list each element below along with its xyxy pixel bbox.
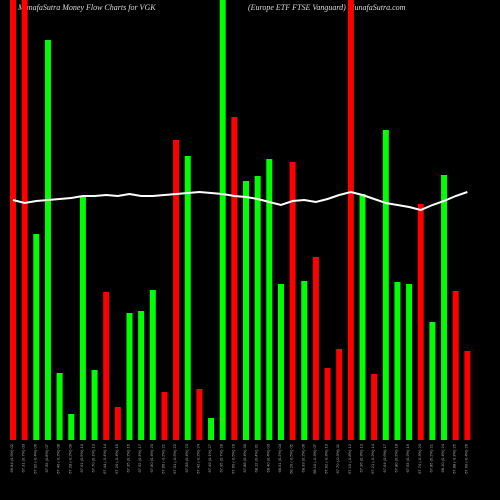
x-tick-label: 67.31 (-0.5%) 22	[172, 443, 177, 474]
bar	[68, 414, 75, 440]
x-tick-label: 67.02 (-0.4%) 06	[32, 443, 37, 474]
x-tick-label: 68.40 (0.4%) 03	[265, 443, 270, 472]
bar	[266, 159, 273, 440]
x-tick-label: 67.60 (-0.5%) 29	[230, 443, 235, 474]
bar	[441, 175, 448, 440]
x-tick-label: 67.44 (-0.4%) 14	[102, 443, 107, 474]
x-tick-label: 67.70 (-0.3%) 11	[335, 443, 340, 473]
bar	[114, 407, 121, 440]
x-tick-label: 67.28 (-0.2%) 09	[67, 443, 72, 474]
x-tick-label: 67.80 (0.2%) 18	[393, 443, 398, 472]
x-tick-label: 67.88 (0.4%) 30	[242, 443, 247, 472]
bar	[196, 389, 203, 440]
x-tick-label: 68.51 (0.2%) 04	[277, 443, 282, 472]
x-tick-label: 67.58 (0.4%) 23	[184, 443, 189, 472]
bar	[10, 0, 16, 440]
x-tick-label: 67.85 (0.2%) 21	[428, 443, 433, 472]
x-tick-label: 67.61 (0.5%) 10	[79, 443, 84, 472]
bar	[149, 290, 156, 440]
bar	[231, 117, 238, 440]
bar	[406, 284, 413, 440]
bar	[126, 313, 133, 440]
bar	[33, 234, 40, 440]
x-tick-label: 67.92 (-0.3%) 10	[324, 443, 329, 474]
x-tick-label: 67.60 (-0.4%) 26	[463, 443, 468, 474]
x-tick-label: 67.40 (-0.2%) 08	[56, 443, 61, 474]
x-tick-label: 67.80 (0.4%) 20	[149, 443, 154, 472]
bar	[254, 176, 261, 440]
bar	[429, 322, 436, 440]
x-tick-label: 67.21 (-0.2%) 14	[370, 443, 375, 474]
x-tick-label: 67.36 (0.3%) 13	[359, 443, 364, 472]
x-tick-label: 67.64 (0.6%) 17	[382, 443, 387, 472]
x-tick-label: 67.93 (0.2%) 19	[405, 443, 410, 472]
bar	[312, 257, 319, 440]
x-tick-label: 67.88 (-0.3%) 25	[452, 443, 457, 474]
x-tick-label: 67.20 (-0.4%) 15	[114, 443, 119, 474]
x-tick-label: 68.33 (0.2%) 06	[300, 443, 305, 472]
x-tick-label: 67.15 (-0.8%) 12	[347, 443, 352, 474]
bar	[289, 162, 296, 440]
x-tick-label: 67.52 (0.3%) 17	[137, 443, 142, 472]
price-line	[12, 190, 468, 212]
bar	[359, 194, 366, 440]
bar	[79, 197, 86, 440]
x-tick-label: 68.20 (-0.5%) 05	[289, 443, 294, 474]
bar	[208, 418, 215, 440]
x-tick-label: 67.95 (0.7%) 28	[219, 443, 224, 472]
bar	[301, 281, 308, 440]
bar	[243, 181, 249, 440]
x-tick-label: 67.55 (0.8%) 07	[44, 443, 49, 472]
bar	[382, 130, 389, 440]
chart-subtitle: (Europe ETF FTSE Vanguard) MunafaSutra.c…	[248, 3, 406, 12]
bar	[336, 349, 343, 440]
bar	[219, 0, 226, 440]
bar	[324, 368, 331, 440]
bar	[277, 284, 284, 440]
bar	[103, 292, 110, 440]
bar	[56, 373, 63, 440]
bar	[161, 392, 168, 440]
bar	[91, 370, 98, 440]
bar	[464, 351, 471, 440]
x-tick-label: 67.35 (0.2%) 16	[126, 443, 131, 472]
bar	[347, 0, 354, 440]
x-tick-label: 67.66 (-0.2%) 21	[160, 443, 165, 474]
bar	[452, 291, 459, 440]
bar	[138, 311, 145, 440]
x-tick-label: 67.70 (-0.3%) 20	[417, 443, 422, 474]
x-tick-label: 68.12 (0.4%) 31	[254, 443, 259, 472]
bar	[173, 140, 180, 440]
x-tick-label: 66.84 (0.9%) 02	[9, 443, 14, 472]
bar	[394, 282, 401, 440]
x-tick-label: 68.10 (-0.3%) 07	[312, 443, 317, 474]
x-tick-label: 67.42 (-0.2%) 24	[195, 443, 200, 474]
x-tick-label: 67.70 (0.1%) 13	[91, 443, 96, 472]
bar	[371, 374, 378, 440]
x-tick-label: 67.49 (0.1%) 27	[207, 443, 212, 472]
bar	[417, 204, 424, 440]
bar	[184, 156, 191, 440]
x-tick-label: 67.31 (0.7%) 03	[21, 443, 26, 472]
bar	[21, 0, 28, 440]
bar	[44, 40, 51, 440]
x-tick-label: 68.10 (0.4%) 24	[440, 443, 445, 472]
chart-title: MunafaSutra Money Flow Charts for VGK	[17, 3, 156, 12]
